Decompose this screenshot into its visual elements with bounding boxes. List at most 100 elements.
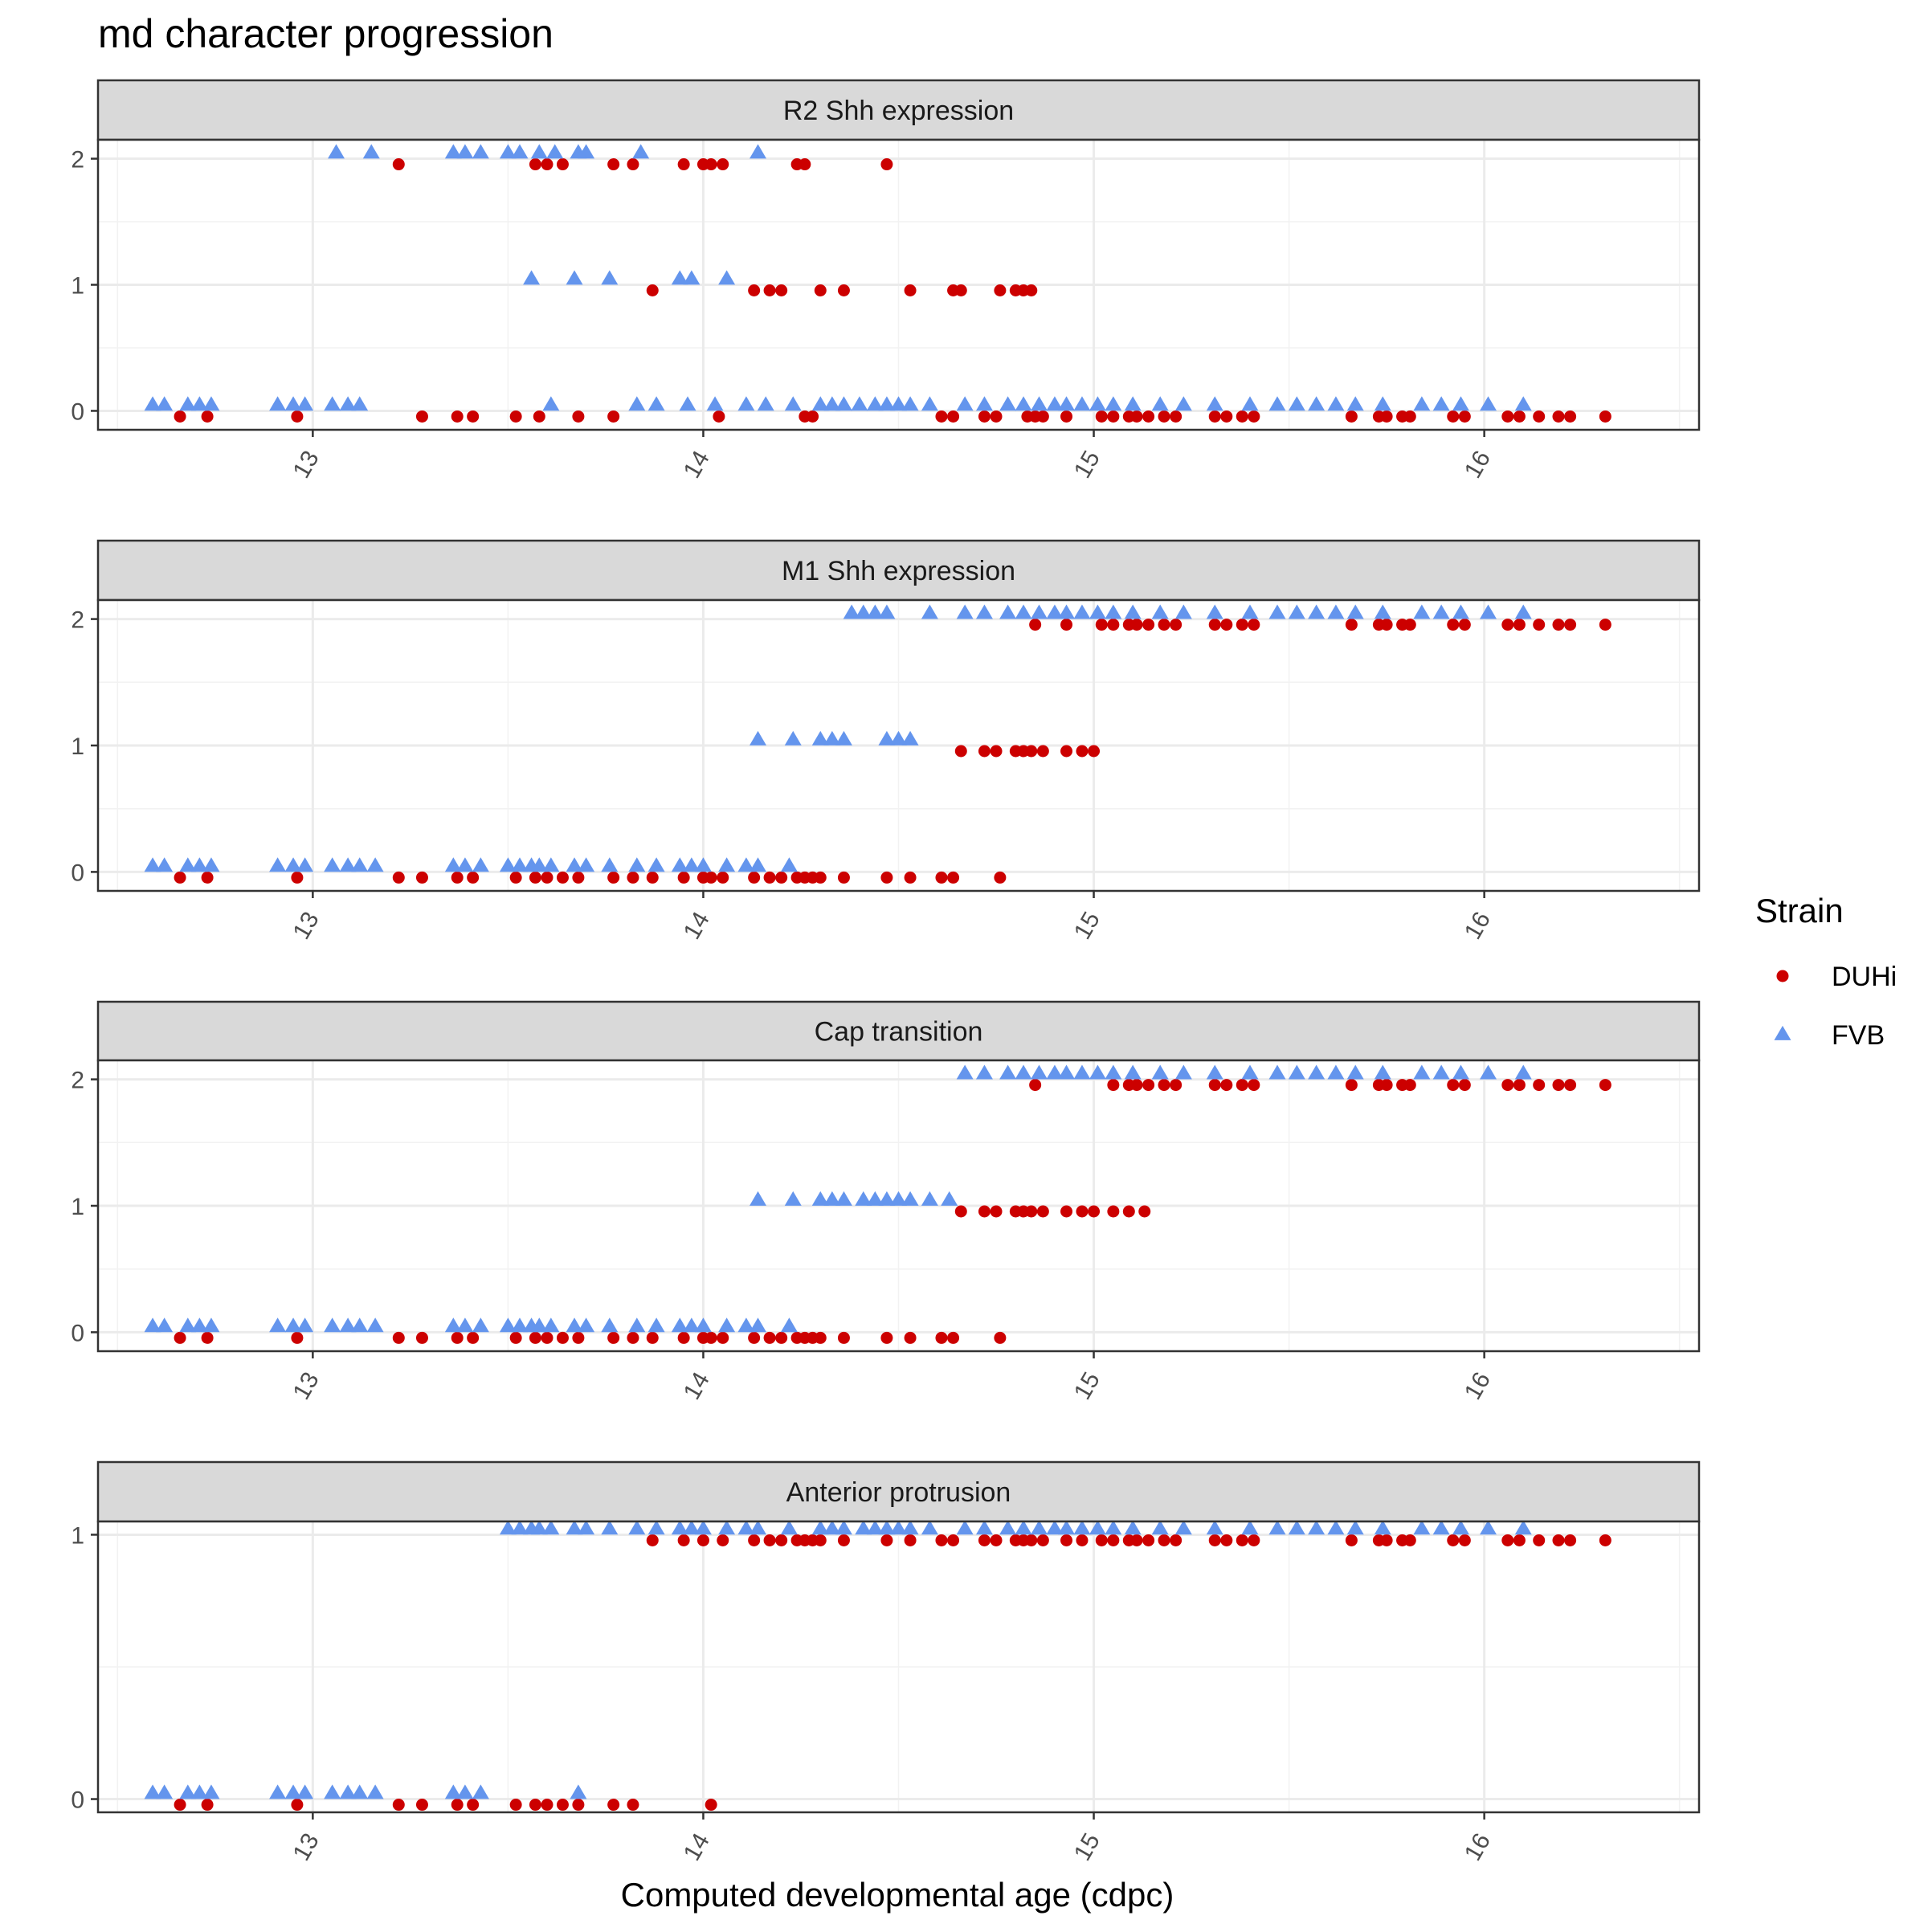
data-point-duhi	[174, 1799, 186, 1812]
data-point-duhi	[677, 1534, 690, 1546]
data-point-fvb	[499, 1520, 517, 1535]
facet-label: R2 Shh expression	[783, 96, 1014, 126]
data-point-duhi	[1447, 619, 1460, 631]
data-point-duhi	[201, 410, 214, 423]
data-point-duhi	[837, 1534, 850, 1546]
data-point-fvb	[546, 144, 564, 159]
y-tick-label: 0	[71, 860, 84, 886]
data-point-duhi	[717, 158, 729, 171]
data-point-fvb	[444, 144, 462, 159]
data-point-fvb	[269, 1317, 287, 1333]
data-point-duhi	[1138, 1205, 1151, 1218]
data-point-fvb	[1268, 396, 1286, 411]
data-point-fvb	[1105, 604, 1122, 619]
data-point-duhi	[509, 1799, 522, 1812]
data-point-fvb	[750, 1317, 767, 1333]
data-point-fvb	[1030, 1064, 1048, 1080]
data-point-fvb	[1413, 1520, 1431, 1535]
data-point-fvb	[1151, 1064, 1169, 1080]
data-point-duhi	[1076, 745, 1089, 758]
data-point-fvb	[1480, 1520, 1497, 1535]
data-point-fvb	[324, 1317, 341, 1333]
legend-items: DUHi FVB	[1774, 962, 1897, 1051]
series-duhi	[174, 1534, 1611, 1812]
data-point-fvb	[718, 270, 736, 285]
data-point-duhi	[763, 1534, 776, 1546]
data-point-fvb	[757, 396, 774, 411]
legend-key-triangle	[1774, 1025, 1791, 1040]
data-point-duhi	[415, 1331, 428, 1344]
data-point-duhi	[1095, 619, 1108, 631]
data-point-fvb	[601, 1317, 619, 1333]
data-point-fvb	[750, 730, 767, 745]
series-fvb	[144, 1064, 1532, 1333]
data-point-fvb	[190, 857, 208, 872]
data-point-fvb	[1413, 396, 1431, 411]
data-point-fvb	[780, 1520, 798, 1535]
data-point-fvb	[1432, 1064, 1450, 1080]
data-point-fvb	[628, 1520, 646, 1535]
data-point-fvb	[1073, 1520, 1091, 1535]
data-point-fvb	[156, 396, 174, 411]
data-point-fvb	[878, 396, 896, 411]
data-point-fvb	[975, 396, 993, 411]
data-point-duhi	[1122, 1205, 1135, 1218]
data-point-fvb	[878, 1191, 896, 1206]
y-tick-label: 2	[71, 1068, 84, 1094]
data-point-duhi	[1036, 745, 1049, 758]
data-point-fvb	[835, 730, 852, 745]
data-point-fvb	[499, 144, 517, 159]
data-point-duhi	[607, 410, 620, 423]
series-fvb	[144, 144, 1532, 411]
data-point-duhi	[1403, 1534, 1416, 1546]
data-point-fvb	[866, 604, 884, 619]
data-point-fvb	[472, 1784, 489, 1799]
data-point-fvb	[1206, 1064, 1223, 1080]
data-point-fvb	[855, 1191, 872, 1206]
data-point-duhi	[1208, 619, 1221, 631]
data-point-fvb	[921, 396, 938, 411]
data-point-duhi	[1380, 1079, 1393, 1092]
series-duhi	[174, 1079, 1611, 1344]
legend-title: Strain	[1755, 892, 1844, 929]
data-point-fvb	[647, 1317, 665, 1333]
data-point-fvb	[1105, 1520, 1122, 1535]
data-point-fvb	[890, 396, 907, 411]
data-point-fvb	[542, 1520, 560, 1535]
data-point-fvb	[1432, 604, 1450, 619]
data-point-fvb	[566, 270, 583, 285]
data-point-fvb	[1288, 1520, 1305, 1535]
data-point-fvb	[823, 1520, 841, 1535]
data-point-duhi	[1248, 1534, 1260, 1546]
data-point-duhi	[627, 1799, 639, 1812]
data-point-fvb	[1374, 396, 1391, 411]
data-point-duhi	[1158, 1534, 1170, 1546]
data-point-fvb	[750, 144, 767, 159]
data-point-fvb	[811, 1520, 829, 1535]
data-point-duhi	[1447, 1534, 1460, 1546]
data-point-fvb	[784, 730, 802, 745]
legend: Strain DUHi FVB	[1755, 892, 1897, 1051]
data-point-duhi	[415, 871, 428, 884]
data-point-fvb	[647, 396, 665, 411]
data-point-fvb	[1432, 1520, 1450, 1535]
data-point-duhi	[935, 410, 948, 423]
data-point-fvb	[1073, 604, 1091, 619]
data-point-duhi	[1248, 1079, 1260, 1092]
data-point-duhi	[837, 1331, 850, 1344]
data-point-duhi	[1095, 1534, 1108, 1546]
data-point-fvb	[811, 730, 829, 745]
data-point-fvb	[1514, 396, 1532, 411]
data-point-duhi	[1220, 1534, 1233, 1546]
data-point-fvb	[1452, 1520, 1469, 1535]
data-point-fvb	[1174, 396, 1192, 411]
data-point-fvb	[647, 857, 665, 872]
data-point-duhi	[904, 284, 917, 296]
data-point-fvb	[456, 144, 474, 159]
data-point-duhi	[1236, 410, 1248, 423]
data-point-fvb	[718, 1520, 736, 1535]
data-point-duhi	[1552, 410, 1565, 423]
data-point-fvb	[1327, 1064, 1345, 1080]
data-point-duhi	[1552, 1079, 1565, 1092]
